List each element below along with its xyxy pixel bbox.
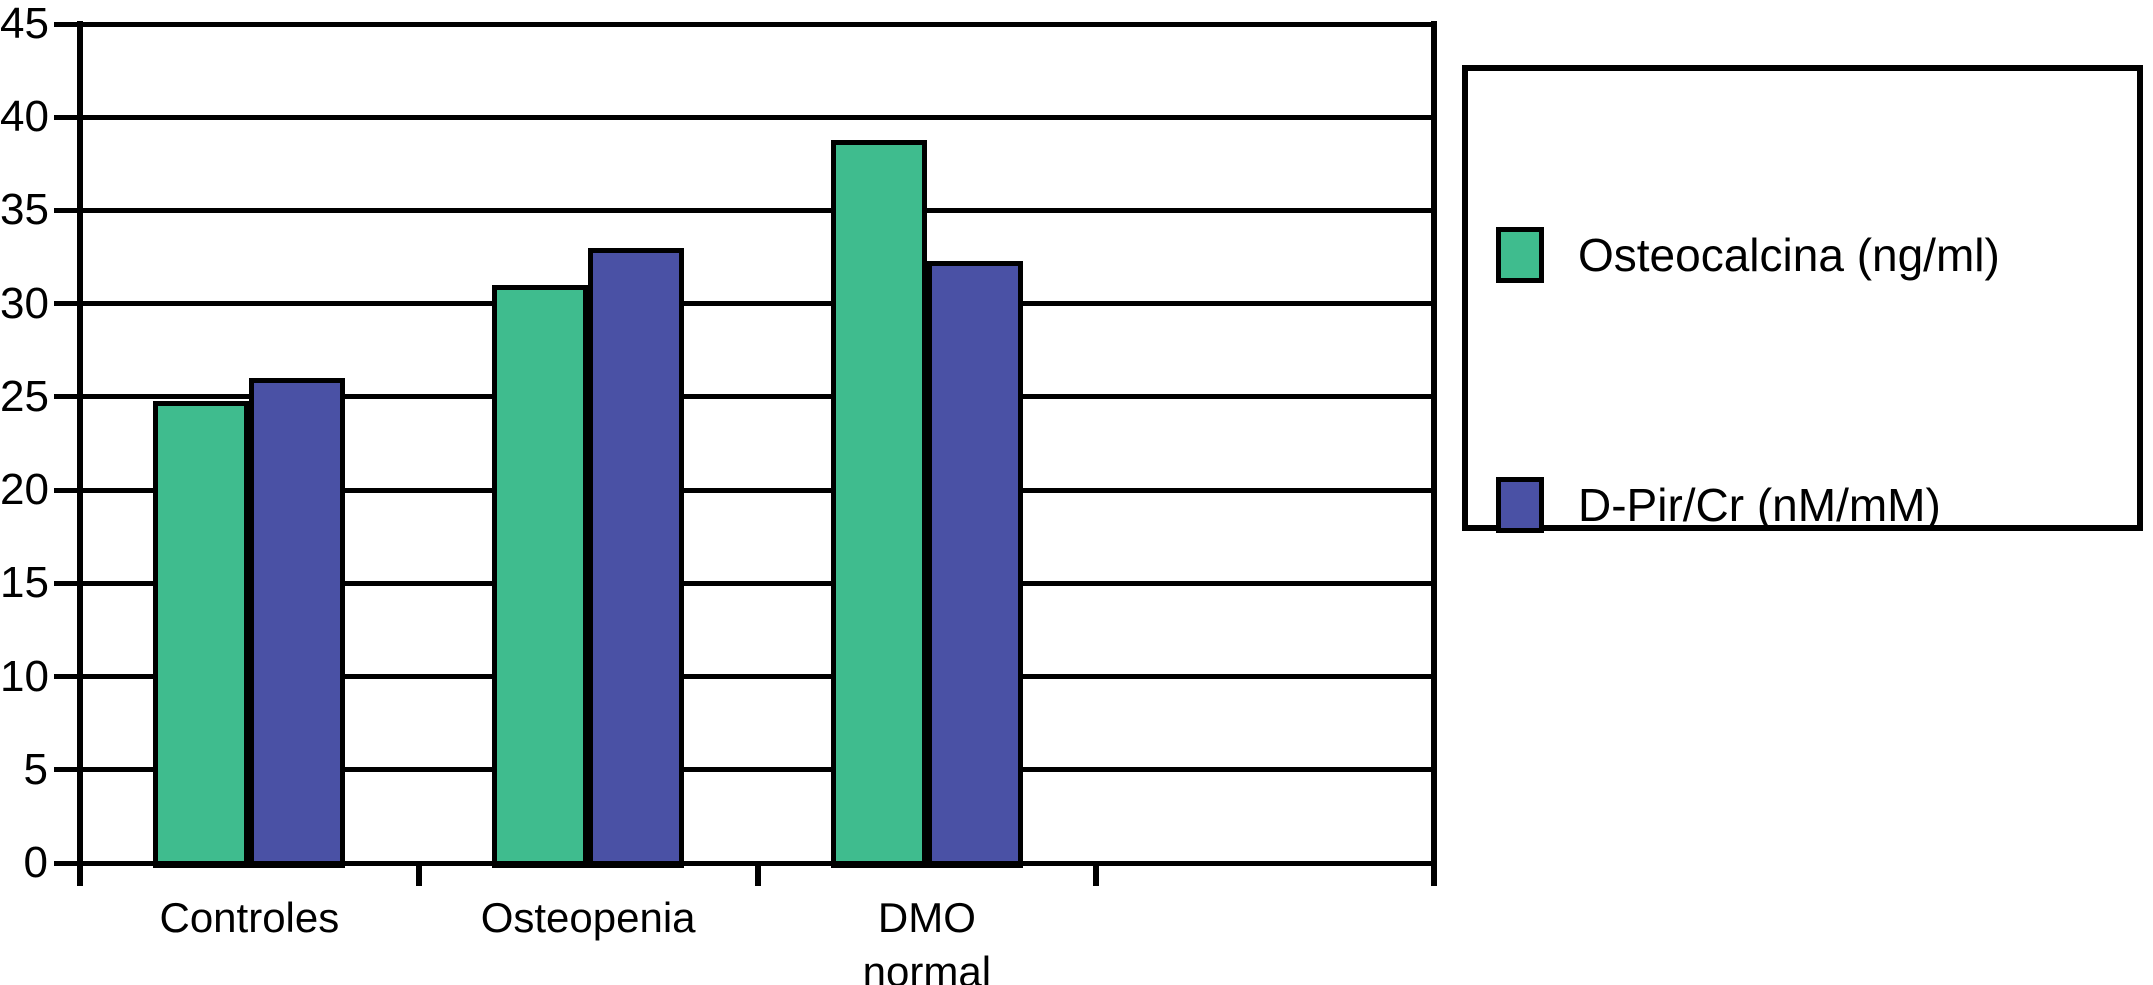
bar-osteocalcina-2 [830,140,927,868]
category-label-line: normal [862,948,992,985]
gridline [54,674,1437,680]
y-tick-label: 45 [0,0,49,48]
gridline [54,114,1437,120]
y-tick-label: 15 [0,558,49,608]
legend-item-dpir: D-Pir/Cr (nM/mM) [1496,477,1941,533]
x-axis-tick [1093,863,1100,886]
bar-osteocalcina-1 [492,285,589,868]
legend-swatch-dpir-icon [1496,477,1544,533]
y-axis-line [77,21,83,886]
y-tick-label: 35 [0,185,49,235]
category-label-line: DMO [877,894,976,941]
bar-osteocalcina-0 [153,401,250,868]
y-tick-label: 20 [0,465,49,515]
bar-dpir-2 [926,261,1023,868]
gridline [54,767,1437,773]
y-tick-label: 25 [0,371,49,421]
legend-swatch-osteocalcina-icon [1496,227,1544,283]
legend: Osteocalcina (ng/ml) D-Pir/Cr (nM/mM) [1462,65,2143,533]
category-label-line: Osteopenia [480,894,696,941]
gridline [54,301,1437,307]
x-axis-tick [754,863,761,886]
bar-dpir-1 [588,248,685,868]
y-tick-label: 10 [0,651,49,701]
gridline [54,207,1437,213]
y-tick-label: 40 [0,92,49,142]
y-tick-label: 0 [23,838,48,887]
category-label-2: DMO normal [747,891,1107,985]
y-tick-label: 30 [0,278,49,328]
gridline [54,394,1437,400]
category-label-1: Osteopenia [408,891,768,945]
legend-item-osteocalcina: Osteocalcina (ng/ml) [1496,227,2000,283]
gridline [54,487,1437,493]
category-label-line: Controles [159,894,340,941]
legend-label-dpir: D-Pir/Cr (nM/mM) [1578,479,1941,531]
x-axis-tick [415,863,422,886]
plot-right-line [1431,21,1437,886]
category-label-0: Controles [69,891,429,945]
x-axis-line [54,860,1437,866]
y-tick-label: 5 [23,744,48,794]
gridline [54,21,1437,27]
bar-dpir-0 [249,378,346,868]
gridline [54,580,1437,586]
legend-label-osteocalcina: Osteocalcina (ng/ml) [1578,229,2000,281]
